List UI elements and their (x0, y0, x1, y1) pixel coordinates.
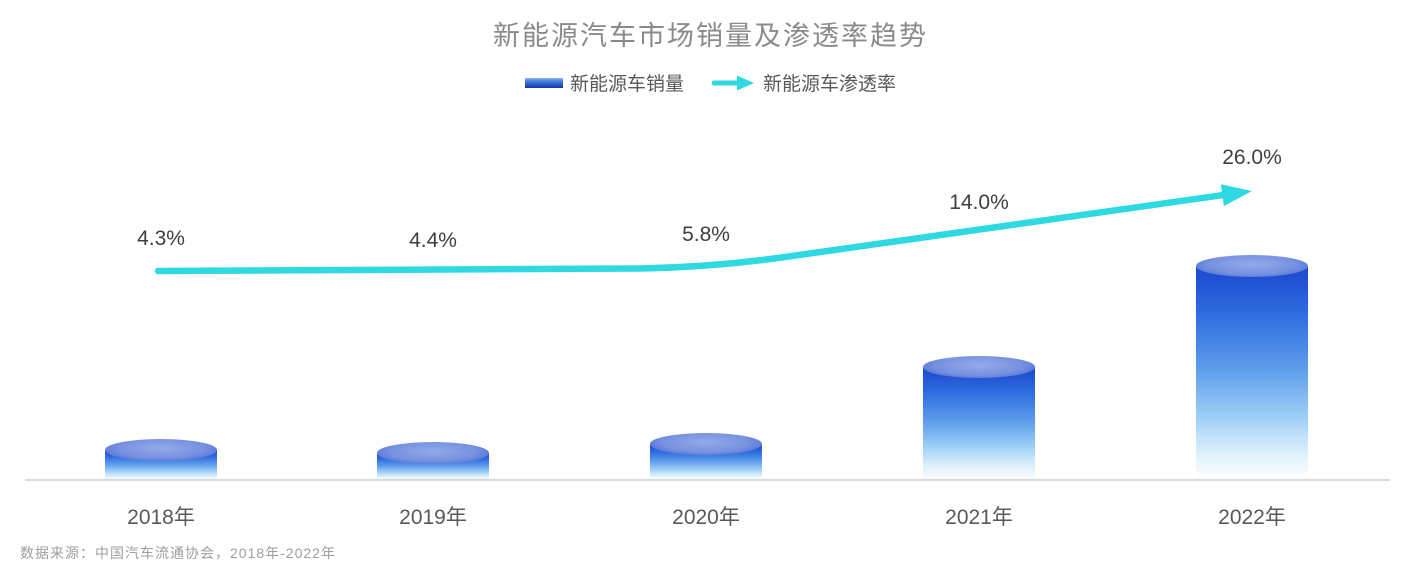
bar-2019-top-ellipse (377, 442, 489, 464)
bar-2020 (650, 433, 762, 480)
bar-2021-top-ellipse (923, 356, 1035, 378)
x-label-2021: 2021年 (945, 506, 1013, 529)
bar-2019 (377, 442, 489, 480)
chart-title: 新能源汽车市场销量及渗透率趋势 (493, 21, 928, 51)
bar-2020-top-ellipse (650, 433, 762, 455)
source-note: 数据来源：中国汽车流通协会，2018年-2022年 (20, 545, 336, 561)
value-label-2019: 4.4% (409, 229, 457, 252)
bar-2022 (1196, 255, 1308, 480)
legend-item-sales: 新能源车销量 (524, 69, 684, 96)
legend-label-sales: 新能源车销量 (569, 74, 684, 95)
bar-2018 (105, 439, 217, 480)
legend-item-penetration: 新能源车渗透率 (712, 69, 896, 96)
legend-label-penetration: 新能源车渗透率 (763, 74, 897, 95)
value-label-2021: 14.0% (949, 191, 1009, 214)
x-label-2018: 2018年 (127, 506, 195, 529)
x-label-2019: 2019年 (399, 506, 467, 529)
value-label-2020: 5.8% (682, 223, 730, 246)
bar-2021 (923, 356, 1035, 480)
penetration-arrowhead-icon (1220, 184, 1252, 207)
bar-2022-body (1196, 266, 1308, 480)
bar-swatch-icon (524, 77, 563, 88)
arrow-swatch-icon (712, 75, 754, 90)
x-label-2022: 2022年 (1218, 506, 1286, 529)
bar-2021-body (923, 367, 1035, 480)
bar-2018-top-ellipse (105, 439, 217, 461)
x-axis-line (25, 479, 1390, 481)
value-label-2018: 4.3% (137, 227, 185, 250)
legend: 新能源车销量 新能源车渗透率 (0, 69, 1421, 96)
bar-2022-top-ellipse (1196, 255, 1308, 277)
x-label-2020: 2020年 (672, 506, 740, 529)
value-label-2022: 26.0% (1222, 146, 1282, 169)
